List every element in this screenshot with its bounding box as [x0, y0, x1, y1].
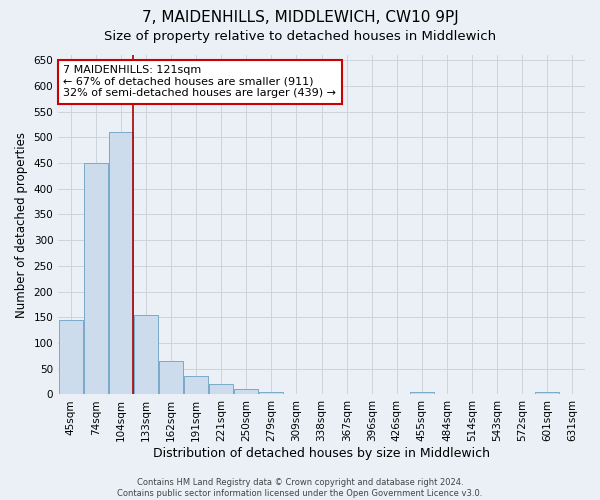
Bar — [84, 163, 108, 394]
Bar — [259, 392, 283, 394]
Bar — [159, 361, 183, 394]
X-axis label: Distribution of detached houses by size in Middlewich: Distribution of detached houses by size … — [153, 447, 490, 460]
Bar — [184, 376, 208, 394]
Bar — [235, 390, 258, 394]
Text: Contains HM Land Registry data © Crown copyright and database right 2024.
Contai: Contains HM Land Registry data © Crown c… — [118, 478, 482, 498]
Bar — [209, 384, 233, 394]
Text: Size of property relative to detached houses in Middlewich: Size of property relative to detached ho… — [104, 30, 496, 43]
Text: 7, MAIDENHILLS, MIDDLEWICH, CW10 9PJ: 7, MAIDENHILLS, MIDDLEWICH, CW10 9PJ — [142, 10, 458, 25]
Bar — [109, 132, 133, 394]
Bar — [410, 392, 434, 394]
Text: 7 MAIDENHILLS: 121sqm
← 67% of detached houses are smaller (911)
32% of semi-det: 7 MAIDENHILLS: 121sqm ← 67% of detached … — [64, 65, 337, 98]
Y-axis label: Number of detached properties: Number of detached properties — [15, 132, 28, 318]
Bar — [134, 314, 158, 394]
Bar — [535, 392, 559, 394]
Bar — [59, 320, 83, 394]
